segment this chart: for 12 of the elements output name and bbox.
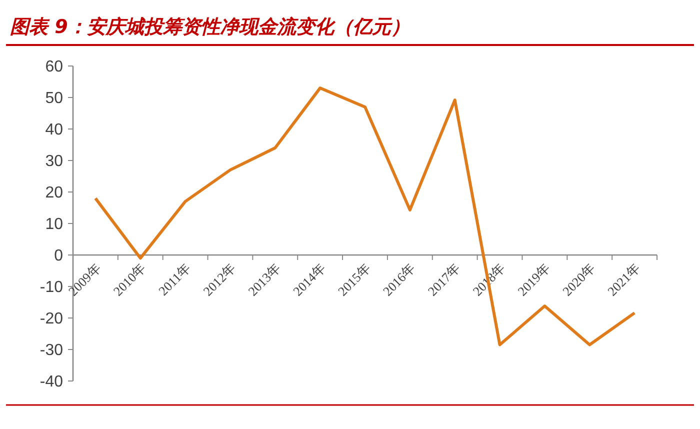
y-tick-label: 60 — [45, 58, 64, 76]
y-tick-label: 30 — [45, 153, 64, 170]
chart-title: 图表 9：安庆城投筹资性净现金流变化（亿元） — [10, 16, 410, 38]
y-tick-label: -20 — [40, 310, 64, 328]
y-tick-label: 0 — [54, 248, 64, 265]
y-tick-label: -40 — [40, 374, 64, 391]
y-tick-label: 50 — [45, 90, 64, 108]
y-tick-label: 20 — [45, 184, 64, 202]
y-tick-label: -30 — [40, 342, 64, 360]
y-tick-label: 10 — [45, 216, 64, 234]
y-tick-label: -10 — [40, 279, 64, 296]
y-tick-label: 40 — [45, 122, 64, 139]
